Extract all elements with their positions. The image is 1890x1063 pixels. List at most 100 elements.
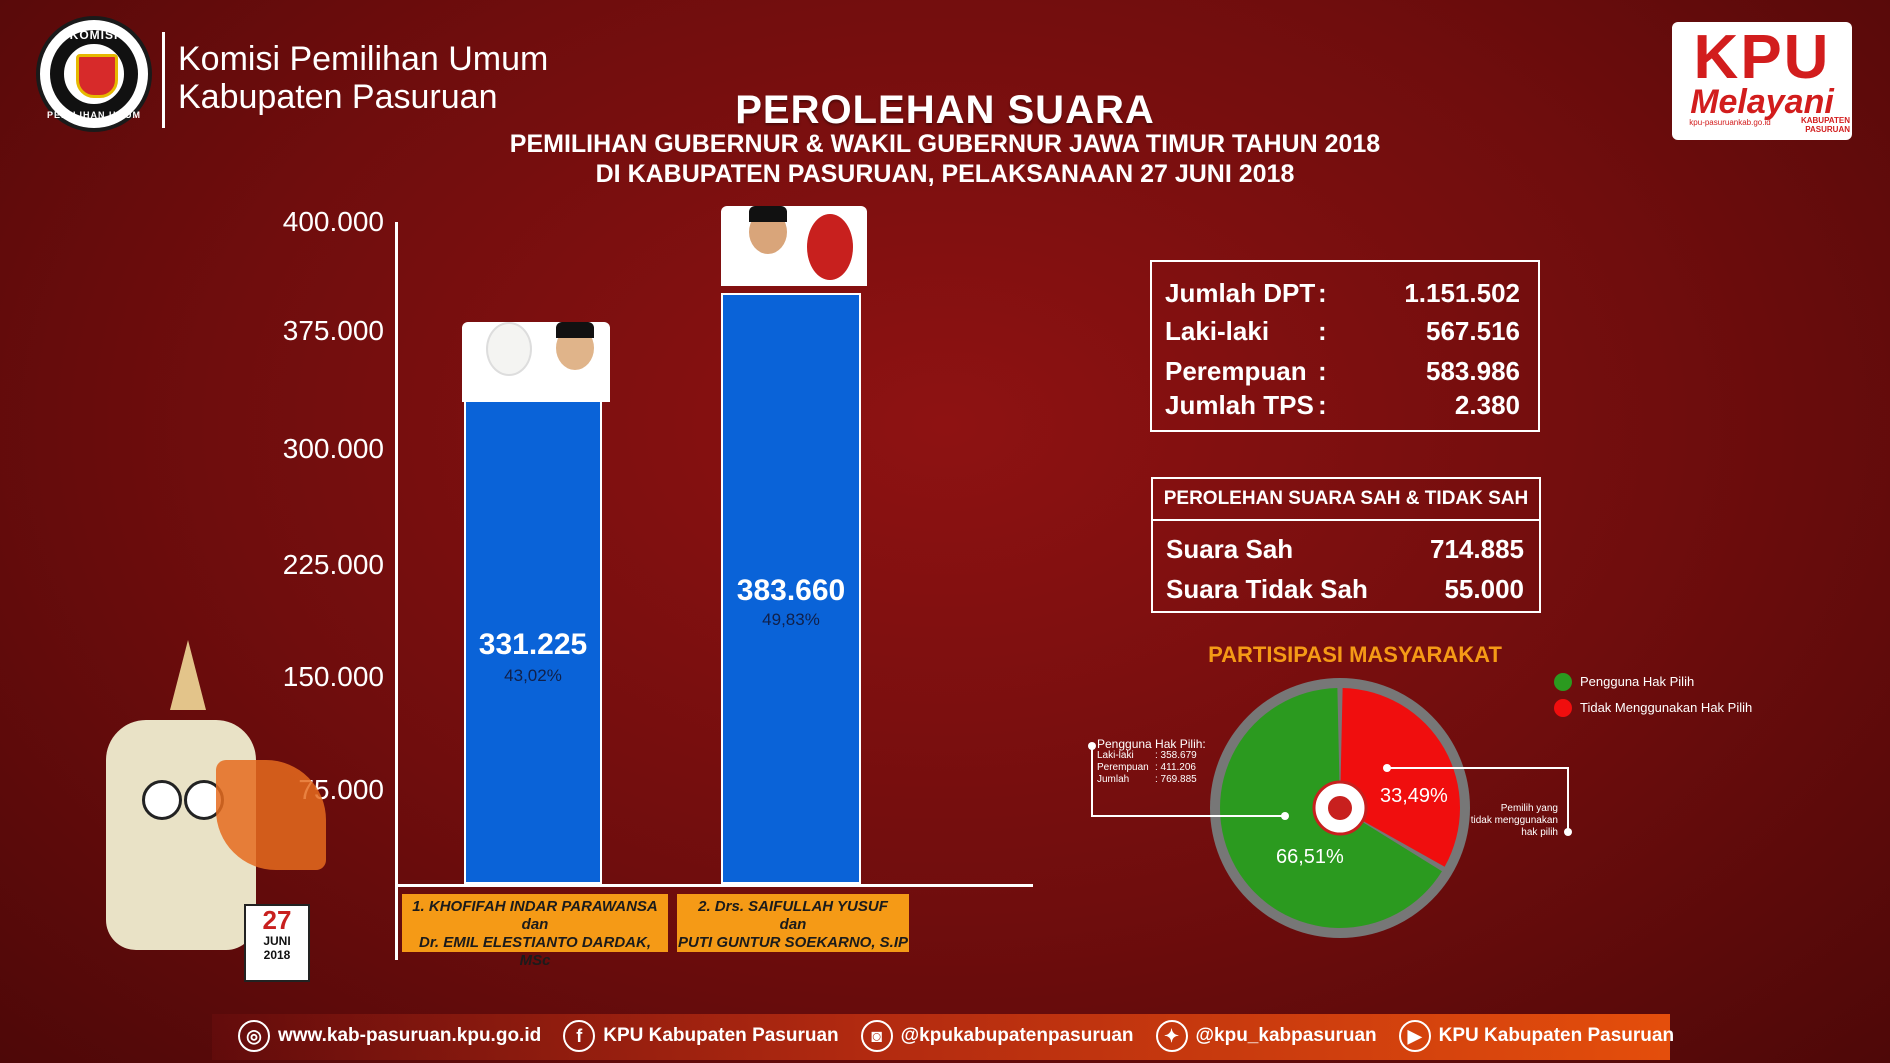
brand-url-text: kpu-pasuruankab.go.id xyxy=(1689,118,1771,127)
pie-note-row: Perempuan : 411.206 xyxy=(1097,762,1206,774)
y-tick-label: 150.000 xyxy=(282,661,384,692)
dpt-value: 583.986 xyxy=(1426,356,1520,386)
candidate-2-line3: PUTI GUNTUR SOEKARNO, S.IP xyxy=(677,934,909,951)
candidate-1-line1: 1. KHOFIFAH INDAR PARAWANSA xyxy=(412,898,658,915)
candidate-1-line3: Dr. EMIL ELESTIANTO DARDAK, MSc xyxy=(419,934,651,969)
footer-instagram-link[interactable]: @kpukabupatenpasuruan xyxy=(900,1025,1134,1046)
bar-value-label: 331.225 xyxy=(478,628,588,661)
pie-note-right-line: hak pilih xyxy=(1521,827,1558,838)
y-tick-label: 300.000 xyxy=(282,433,384,464)
globe-icon: ◎ xyxy=(238,1020,270,1052)
pie-note-right-line: Pemilih yang xyxy=(1500,803,1558,814)
candidate-2-line2: dan xyxy=(779,916,807,933)
twitter-icon: ✦ xyxy=(1155,1020,1188,1052)
dpt-box xyxy=(1150,260,1540,432)
facebook-icon: f xyxy=(563,1020,596,1052)
candidate-1-label: 1. KHOFIFAH INDAR PARAWANSA dan Dr. EMIL… xyxy=(402,894,668,969)
suara-box-divider xyxy=(1151,519,1541,521)
page-title: PEROLEHAN SUARA xyxy=(735,88,1155,132)
header-divider xyxy=(162,32,165,128)
candidate-1-line2: dan xyxy=(521,916,549,933)
pie-leader-dot xyxy=(1564,828,1572,836)
pie-note-label: Laki-laki xyxy=(1097,750,1134,761)
x-axis xyxy=(397,884,1033,887)
bar-percent-label: 43,02% xyxy=(504,666,562,685)
suara-box-heading: PEROLEHAN SUARA SAH & TIDAK SAH xyxy=(1163,488,1529,509)
seal-top-text: KOMISI xyxy=(69,28,119,42)
pie-note-row: Laki-laki : 358.679 xyxy=(1097,750,1206,762)
pie-note-left: Pengguna Hak Pilih: Laki-laki : 358.679 … xyxy=(1097,738,1206,786)
brand-main-text: KPU xyxy=(1693,23,1831,92)
suara-box xyxy=(1151,477,1541,613)
dpt-label: Jumlah DPT xyxy=(1165,278,1316,308)
candidate-2-photo xyxy=(721,206,867,286)
pie-note-value: : 769.885 xyxy=(1155,774,1197,785)
kpu-melayani-logo xyxy=(1672,22,1852,140)
mascot-eye-left xyxy=(142,780,182,820)
page-subtitle-2: DI KABUPATEN PASURUAN, PELAKSANAAN 27 JU… xyxy=(595,160,1295,188)
footer-website-link[interactable]: www.kab-pasuruan.kpu.go.id xyxy=(278,1025,542,1046)
org-name-line1: Komisi Pemilihan Umum xyxy=(178,40,549,78)
brand-sub-text: Melayani xyxy=(1690,83,1834,121)
legend-swatch-red xyxy=(1554,699,1572,717)
pie-slice-label-red: 33,49% xyxy=(1380,785,1448,807)
dpt-colon: : xyxy=(1318,356,1327,386)
pie-slice-red xyxy=(1340,688,1460,867)
page-subtitle-1: PEMILIHAN GUBERNUR & WAKIL GUBERNUR JAWA… xyxy=(509,130,1381,158)
ballot-year: 2018 xyxy=(263,948,291,962)
pie-note-label: Jumlah xyxy=(1097,774,1130,785)
y-tick-label: 375.000 xyxy=(282,315,384,346)
dpt-label: Perempuan xyxy=(1165,356,1307,386)
garuda-icon xyxy=(76,54,118,98)
pie-note-right-line: tidak menggunakan xyxy=(1470,815,1558,826)
youtube-icon: ▶ xyxy=(1398,1020,1431,1052)
footer-twitter-link[interactable]: @kpu_kabpasuruan xyxy=(1195,1025,1377,1046)
pie-leader-line-left xyxy=(1091,746,1285,817)
ballot-box-icon: 27 JUNI 2018 xyxy=(244,904,310,982)
pie-note-left-title: Pengguna Hak Pilih: xyxy=(1097,737,1206,751)
pie-leader-dot xyxy=(1281,812,1289,820)
pie-leader-line-right xyxy=(1387,767,1569,832)
pie-note-row: Jumlah : 769.885 xyxy=(1097,774,1206,786)
footer-links: ◎ www.kab-pasuruan.kpu.go.id f KPU Kabup… xyxy=(238,1020,1674,1052)
pie-note-label: Perempuan xyxy=(1097,762,1149,773)
org-name-line2: Kabupaten Pasuruan xyxy=(178,78,498,116)
kpu-seal-logo: KOMISI PEMILIHAN UMUM xyxy=(36,16,152,132)
dpt-value: 1.151.502 xyxy=(1404,278,1520,308)
bar-value-label: 383.660 xyxy=(736,574,846,607)
footer-youtube-link[interactable]: KPU Kabupaten Pasuruan xyxy=(1438,1025,1675,1046)
brand-kab-text: KABUPATEN PASURUAN xyxy=(1790,116,1850,134)
pie-leader-dot xyxy=(1383,764,1391,772)
bar-candidate-2 xyxy=(721,293,861,884)
dpt-colon: : xyxy=(1318,278,1327,308)
dpt-label: Jumlah TPS xyxy=(1165,390,1314,420)
footer-facebook-link[interactable]: KPU Kabupaten Pasuruan xyxy=(603,1025,839,1046)
dpt-label: Laki-laki xyxy=(1165,316,1270,346)
mascot-scarf xyxy=(216,760,326,870)
legend-label: Tidak Menggunakan Hak Pilih xyxy=(1580,700,1753,715)
suara-label: Suara Tidak Sah xyxy=(1166,574,1368,604)
pie-note-value: : 358.679 xyxy=(1155,750,1197,761)
legend-label: Pengguna Hak Pilih xyxy=(1580,674,1695,689)
seal-bottom-text: PEMILIHAN UMUM xyxy=(47,110,141,120)
pie-slice-label-green: 66,51% xyxy=(1276,846,1344,868)
instagram-icon: ◙ xyxy=(860,1020,893,1052)
dpt-value: 567.516 xyxy=(1426,316,1520,346)
bar-candidate-1 xyxy=(464,399,602,884)
suara-value: 714.885 xyxy=(1430,534,1524,564)
red-hijab-icon xyxy=(807,214,853,280)
candidate-1-photo xyxy=(462,322,610,402)
y-axis xyxy=(395,222,398,960)
suara-value: 55.000 xyxy=(1444,574,1524,604)
ballot-month: JUNI xyxy=(263,934,291,948)
dpt-colon: : xyxy=(1318,390,1327,420)
brand-kab-line1: KABUPATEN xyxy=(1800,116,1850,125)
y-tick-label: 225.000 xyxy=(282,549,384,580)
peci-icon xyxy=(749,206,787,222)
candidate-2-line1: 2. Drs. SAIFULLAH YUSUF xyxy=(698,898,888,915)
mascot-crown xyxy=(170,640,206,710)
kpu-center-icon xyxy=(1328,796,1352,820)
pie-chart xyxy=(1088,678,1572,938)
suara-label: Suara Sah xyxy=(1166,534,1294,564)
pie-title: PARTISIPASI MASYARAKAT xyxy=(1208,642,1502,667)
